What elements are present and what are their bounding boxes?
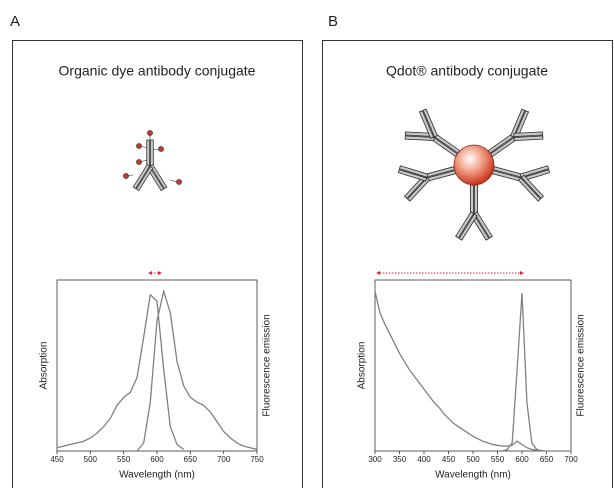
y2-axis-label: Fluorescence emission [262, 314, 273, 416]
y-axis-label: Absorption [357, 342, 368, 390]
panel-frame [12, 40, 303, 488]
x-tick-label: 600 [150, 455, 164, 464]
series-line [136, 288, 258, 452]
x-tick-label: 550 [117, 455, 131, 464]
series-line [502, 292, 542, 452]
x-axis-label: Wavelength (nm) [119, 470, 195, 481]
qdot-antibody [396, 106, 552, 241]
x-tick-label: 400 [417, 455, 431, 464]
x-tick-label: 750 [250, 455, 264, 464]
x-tick-label: 500 [84, 455, 98, 464]
x-tick-label: 600 [515, 455, 529, 464]
x-tick-label: 650 [184, 455, 198, 464]
x-tick-label: 450 [442, 455, 456, 464]
panel-label: A [10, 13, 20, 30]
series-line [374, 291, 571, 452]
panel-title: Qdot® antibody conjugate [386, 63, 548, 79]
x-tick-label: 550 [491, 455, 505, 464]
panel-frame [322, 40, 613, 488]
y-axis-label: Absorption [39, 342, 50, 390]
panel-title: Organic dye antibody conjugate [59, 63, 256, 79]
x-tick-label: 350 [393, 455, 407, 464]
y2-axis-label: Fluorescence emission [576, 314, 587, 416]
arrow-head [148, 271, 524, 275]
panel-label: B [328, 13, 338, 30]
x-tick-label: 500 [466, 455, 480, 464]
x-axis-label: Wavelength (nm) [435, 470, 511, 481]
plot-frame [374, 279, 572, 452]
x-tick-label: 700 [564, 455, 578, 464]
x-tick-label: 450 [50, 455, 64, 464]
series-line [56, 293, 185, 450]
x-tick-label: 300 [368, 455, 382, 464]
x-tick-label: 650 [540, 455, 554, 464]
x-tick-label: 700 [217, 455, 231, 464]
dye-antibody [123, 130, 182, 192]
